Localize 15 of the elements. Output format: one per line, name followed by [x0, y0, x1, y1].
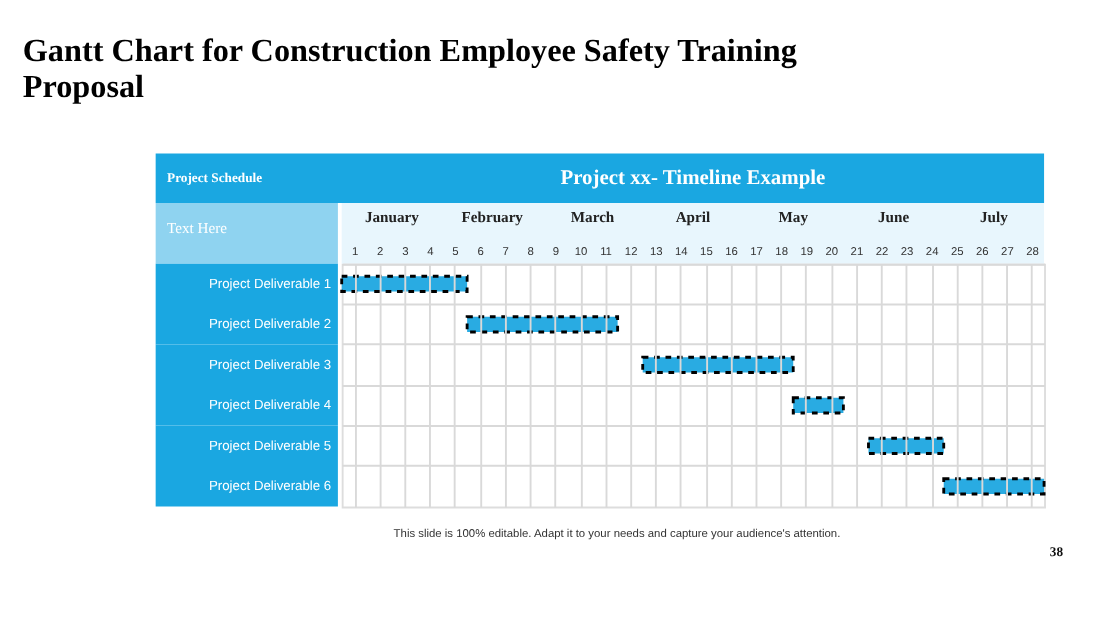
bar	[942, 477, 1046, 496]
bar	[465, 315, 620, 334]
bar	[867, 436, 946, 455]
text: January	[364, 207, 420, 226]
bar	[791, 396, 845, 415]
text: June	[877, 207, 911, 226]
bar	[641, 355, 795, 374]
text: February	[461, 207, 524, 226]
text: May	[778, 207, 809, 226]
text: July	[979, 207, 1009, 226]
text: April	[675, 207, 711, 226]
text: Text Here	[167, 219, 229, 238]
chart-title: Gantt Chart for Construction Employee Safety Training Proposal	[22, 34, 797, 105]
chart-subtitle: Project xx- Timeline Example	[560, 167, 827, 190]
text: March	[570, 207, 616, 226]
